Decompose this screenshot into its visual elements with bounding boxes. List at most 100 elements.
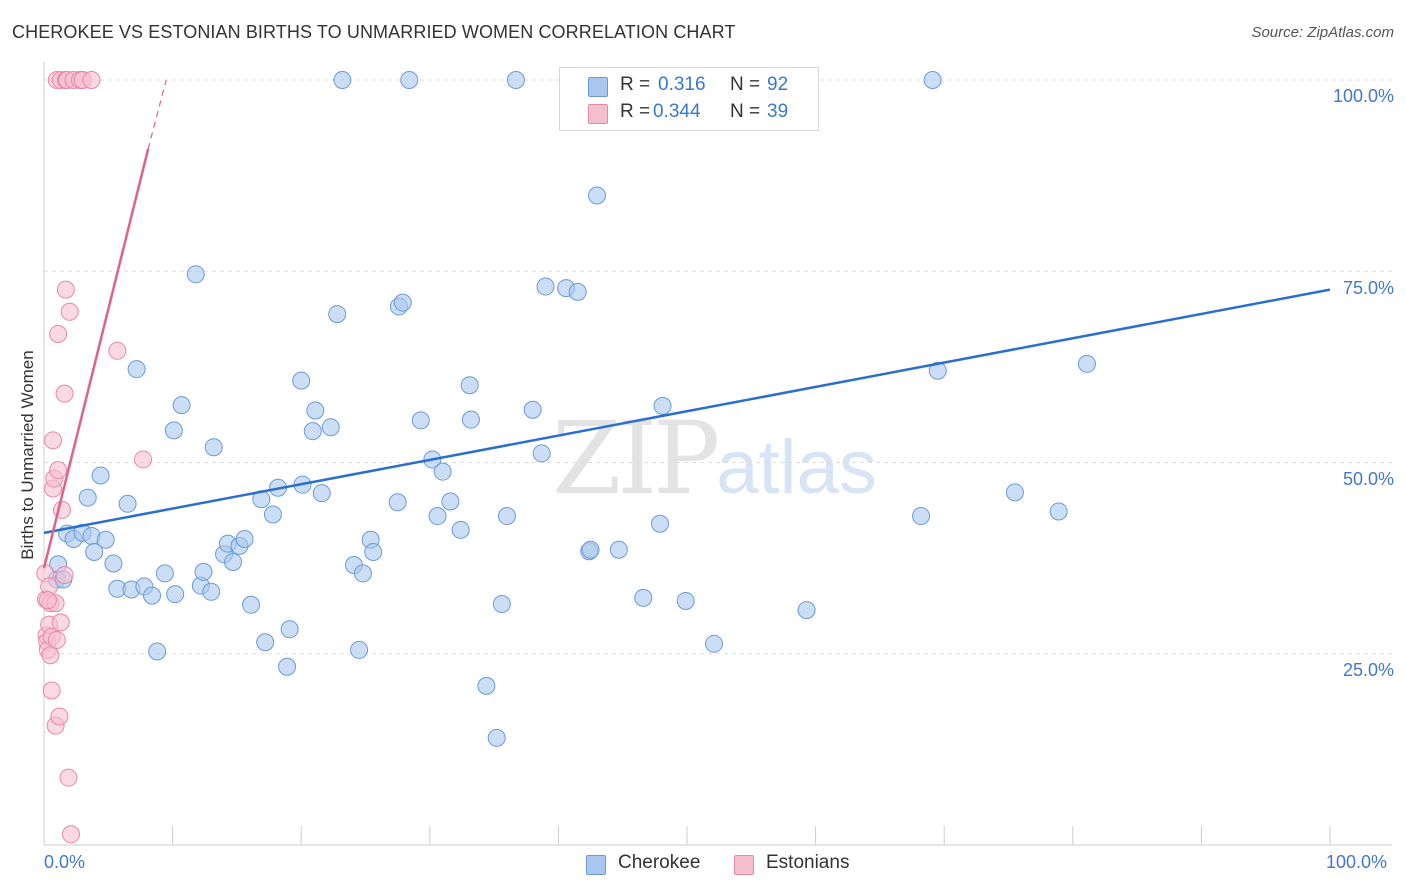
estonian-point	[134, 450, 153, 469]
cherokee-point	[634, 588, 653, 607]
estonian-point	[50, 707, 69, 726]
cherokee-point	[186, 265, 205, 284]
x-tick-label-100: 100.0%	[1326, 852, 1388, 872]
y-axis-label: Births to Unmarried Women	[18, 350, 37, 560]
estonian-trend-line	[42, 148, 150, 569]
estonian-point	[59, 768, 78, 787]
cherokee-legend-swatch	[586, 855, 606, 875]
cherokee-point	[928, 361, 947, 380]
legend-row-cherokee: R = 0.316 N = 92	[560, 74, 818, 100]
y-tick-label-50: 50.0%	[1342, 469, 1394, 489]
cherokee-point	[306, 401, 325, 420]
cherokee-point	[676, 591, 695, 610]
cherokee-point	[487, 728, 506, 747]
chart-title: CHEROKEE VS ESTONIAN BIRTHS TO UNMARRIED…	[12, 22, 736, 42]
cherokee-point	[923, 71, 942, 89]
legend-r-value: 0.344	[653, 101, 701, 122]
cherokee-point	[523, 400, 542, 419]
watermark-atlas: atlas	[716, 425, 877, 510]
cherokee-point	[127, 360, 146, 379]
cherokee-point	[118, 494, 137, 513]
chart-source: Source: ZipAtlas.com	[1251, 24, 1394, 41]
cherokee-point	[441, 492, 460, 511]
estonian-point	[55, 565, 74, 584]
y-tick-label-75: 75.0%	[1342, 278, 1394, 298]
legend-r-value: 0.316	[658, 74, 706, 95]
cherokee-point	[164, 421, 183, 440]
correlation-legend: R = 0.316 N = 92 R = 0.344 N = 39	[559, 67, 819, 131]
cherokee-point	[460, 376, 479, 395]
estonian-point	[38, 591, 57, 610]
cherokee-point	[581, 540, 600, 559]
estonian-point	[47, 630, 66, 649]
series-legend: Cherokee Estonians	[0, 852, 1406, 878]
cherokee-point	[364, 543, 383, 562]
estonian-point	[42, 681, 61, 700]
cherokee-point	[303, 422, 322, 441]
cherokee-point	[400, 71, 419, 89]
cherokee-point	[353, 564, 372, 583]
legend-n-label: N =	[730, 74, 761, 95]
cherokee-point	[204, 438, 223, 457]
estonian-point	[56, 280, 75, 299]
cherokee-point	[312, 484, 331, 503]
watermark: ZIPatlas	[552, 400, 877, 517]
cherokee-point	[650, 514, 669, 533]
cherokee-point	[242, 595, 261, 614]
estonians-legend-swatch	[734, 855, 754, 875]
estonian-point	[49, 461, 68, 480]
cherokee-point	[256, 633, 275, 652]
y-tick-label-100: 100.0%	[1332, 86, 1394, 106]
legend-r-label: R =	[620, 74, 651, 95]
cherokee-point	[202, 582, 221, 601]
estonian-point	[49, 324, 68, 343]
cherokee-point	[292, 371, 311, 390]
cherokee-point	[224, 552, 243, 571]
cherokee-point	[1077, 354, 1096, 373]
legend-n-value: 92	[767, 74, 789, 95]
cherokee-point	[393, 293, 412, 312]
cherokee-point	[433, 462, 452, 481]
legend-label-estonians: Estonians	[766, 852, 850, 873]
cherokee-point	[1005, 483, 1024, 502]
cherokee-point	[104, 554, 123, 573]
legend-row-estonians: R = 0.344 N = 39	[560, 101, 818, 127]
cherokee-point	[278, 657, 297, 676]
cherokee-point	[350, 640, 369, 659]
cherokee-point	[78, 488, 97, 507]
cherokee-point	[797, 601, 816, 620]
cherokee-point	[609, 540, 628, 559]
estonian-point	[55, 384, 74, 403]
legend-label-cherokee: Cherokee	[618, 852, 701, 873]
cherokee-point	[428, 507, 447, 526]
cherokee-point	[506, 71, 525, 89]
cherokee-point	[333, 71, 352, 89]
cherokee-point	[172, 396, 191, 415]
cherokee-point	[411, 411, 430, 430]
estonian-point	[82, 71, 101, 89]
cherokee-point	[568, 282, 587, 301]
estonians-swatch	[588, 104, 608, 124]
watermark-zip: ZIP	[552, 400, 720, 517]
estonian-point	[51, 613, 70, 632]
cherokee-point	[235, 530, 254, 548]
cherokee-point	[532, 444, 551, 463]
cherokee-point	[912, 507, 931, 526]
legend-n-label: N =	[730, 101, 761, 122]
cherokee-point	[155, 564, 174, 583]
estonian-point	[41, 646, 60, 665]
cherokee-point	[451, 520, 470, 539]
cherokee-point	[492, 595, 511, 614]
cherokee-point	[263, 505, 282, 524]
estonian-point	[44, 431, 63, 450]
cherokee-point	[477, 676, 496, 695]
cherokee-point	[321, 418, 340, 437]
cherokee-point	[328, 305, 347, 324]
estonian-point	[60, 302, 79, 321]
cherokee-point	[1049, 502, 1068, 521]
cherokee-point	[280, 620, 299, 639]
cherokee-point	[96, 530, 115, 549]
cherokee-point	[653, 396, 672, 415]
cherokee-point	[587, 186, 606, 205]
